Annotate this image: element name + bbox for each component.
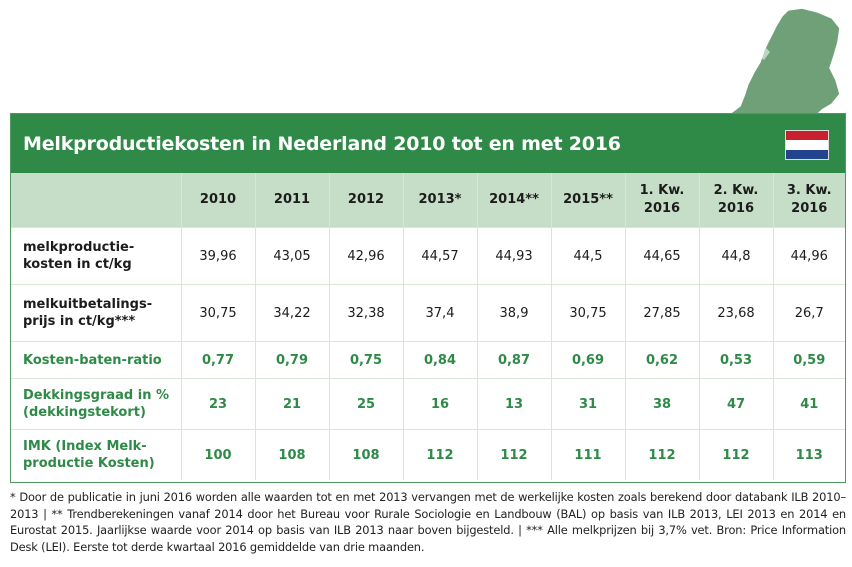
row-label-text: Kosten-baten-ratio	[23, 352, 162, 368]
table-cell: 44,8	[699, 227, 774, 285]
column-header-text: 3. Kw.	[786, 183, 832, 198]
table-cell: 108	[255, 429, 330, 480]
row-label-text: kosten in ct/kg	[23, 257, 132, 272]
row-label: melkproductie-kosten in ct/kg	[11, 227, 182, 285]
cost-table: 2010 2011 2012 2013* 2014** 2015** 1. Kw. 2016 2…	[11, 173, 845, 480]
column-header: 2013*	[403, 173, 478, 228]
table-cell: 30,75	[181, 284, 256, 342]
dutch-flag-icon	[785, 130, 829, 160]
table-cell: 23,68	[699, 284, 774, 342]
column-header: 2011	[255, 173, 330, 228]
row-label-text: productie Kosten)	[23, 456, 155, 471]
column-header-text: 2016	[791, 201, 828, 216]
column-header: 2010	[181, 173, 256, 228]
table-cell: 0,53	[699, 341, 774, 379]
row-label-text: Dekkingsgraad in %	[23, 388, 170, 403]
table-row: IMK (Index Melk-productie Kosten) 100 108 1…	[11, 429, 845, 480]
row-label-text: melkproductie-	[23, 240, 135, 255]
table-cell: 0,59	[773, 341, 845, 379]
table-cell: 112	[403, 429, 478, 480]
column-header: 2012	[329, 173, 404, 228]
row-label-text: IMK (Index Melk-	[23, 439, 147, 454]
column-header: 2015**	[551, 173, 626, 228]
header-row: 2010 2011 2012 2013* 2014** 2015** 1. Kw. 2016 2…	[11, 173, 845, 228]
column-header-text: 2011	[273, 192, 311, 207]
table-cell: 0,62	[625, 341, 700, 379]
row-label-text: melkuitbetalings-	[23, 297, 153, 312]
table-cell: 34,22	[255, 284, 330, 342]
table-cell: 39,96	[181, 227, 256, 285]
table-cell: 44,5	[551, 227, 626, 285]
column-header-text: 1. Kw.	[639, 183, 685, 198]
column-header: 1. Kw. 2016	[625, 173, 700, 228]
column-header-text: 2013*	[418, 192, 462, 207]
table-cell: 112	[699, 429, 774, 480]
table-cell: 37,4	[403, 284, 478, 342]
table-row: melkuitbetalings-prijs in ct/kg*** 30,75 3…	[11, 284, 845, 342]
table-cell: 30,75	[551, 284, 626, 342]
column-header-text: 2015**	[563, 192, 613, 207]
table-cell: 111	[551, 429, 626, 480]
table-cell: 112	[625, 429, 700, 480]
table-row: Kosten-baten-ratio 0,77 0,79 0,75 0,84 0,87 0,…	[11, 341, 845, 379]
row-label-text: prijs in ct/kg***	[23, 314, 136, 329]
table-cell: 0,87	[477, 341, 552, 379]
column-header-text: 2010	[199, 192, 237, 207]
table-cell: 0,69	[551, 341, 626, 379]
table-cell: 32,38	[329, 284, 404, 342]
row-label: IMK (Index Melk-productie Kosten)	[11, 429, 182, 480]
table-cell: 43,05	[255, 227, 330, 285]
table-cell: 100	[181, 429, 256, 480]
column-header-text: 2014**	[489, 192, 539, 207]
table-cell: 44,57	[403, 227, 478, 285]
table-cell: 25	[329, 378, 404, 430]
column-header-text: 2012	[347, 192, 385, 207]
table-row: Dekkingsgraad in % (dekkingstekort) 23 21 25…	[11, 378, 845, 430]
table-cell: 0,84	[403, 341, 478, 379]
title-bar: Melkproductiekosten in Nederland 2010 to…	[11, 114, 845, 173]
column-header: 2. Kw. 2016	[699, 173, 774, 228]
table-cell: 113	[795, 447, 823, 463]
column-header-text: 2016	[643, 201, 681, 216]
table-cell: 13	[477, 378, 552, 430]
table-cell: 31	[551, 378, 626, 430]
table-cell: 0,75	[329, 341, 404, 379]
table-cell: 112	[477, 429, 552, 480]
table-cell: 26,7	[773, 284, 845, 342]
row-label: melkuitbetalings-prijs in ct/kg***	[11, 284, 182, 342]
table-row: melkproductie-kosten in ct/kg 39,96 43,05 4…	[11, 227, 845, 285]
header-corner	[11, 173, 182, 228]
table-cell: 23	[181, 378, 256, 430]
table-cell: 44,65	[625, 227, 700, 285]
column-header-text: 2. Kw.	[713, 183, 759, 198]
row-label-text: (dekkingstekort)	[23, 405, 146, 420]
table-cell: 21	[255, 378, 330, 430]
table-cell: 0,79	[255, 341, 330, 379]
table-cell: 41	[773, 378, 845, 430]
column-header: 3. Kw. 2016	[773, 173, 845, 228]
table-cell: 44,93	[477, 227, 552, 285]
table-cell: 0,77	[181, 341, 256, 379]
table-cell: 108	[329, 429, 404, 480]
cost-table-card: Melkproductiekosten in Nederland 2010 to…	[10, 113, 846, 483]
row-label: Kosten-baten-ratio	[11, 341, 182, 379]
table-cell: 27,85	[625, 284, 700, 342]
footnote: * Door de publicatie in juni 2016 worden…	[10, 490, 846, 554]
table-cell: 42,96	[329, 227, 404, 285]
column-header-text: 2016	[717, 201, 755, 216]
table-cell: 47	[699, 378, 774, 430]
table-cell: 38	[625, 378, 700, 430]
row-label: Dekkingsgraad in % (dekkingstekort)	[11, 378, 182, 430]
column-header: 2014**	[477, 173, 552, 228]
table-cell: 44,96	[773, 227, 845, 285]
table-cell: 38,9	[477, 284, 552, 342]
table-cell: 16	[403, 378, 478, 430]
table-title: Melkproductiekosten in Nederland 2010 to…	[23, 132, 621, 155]
